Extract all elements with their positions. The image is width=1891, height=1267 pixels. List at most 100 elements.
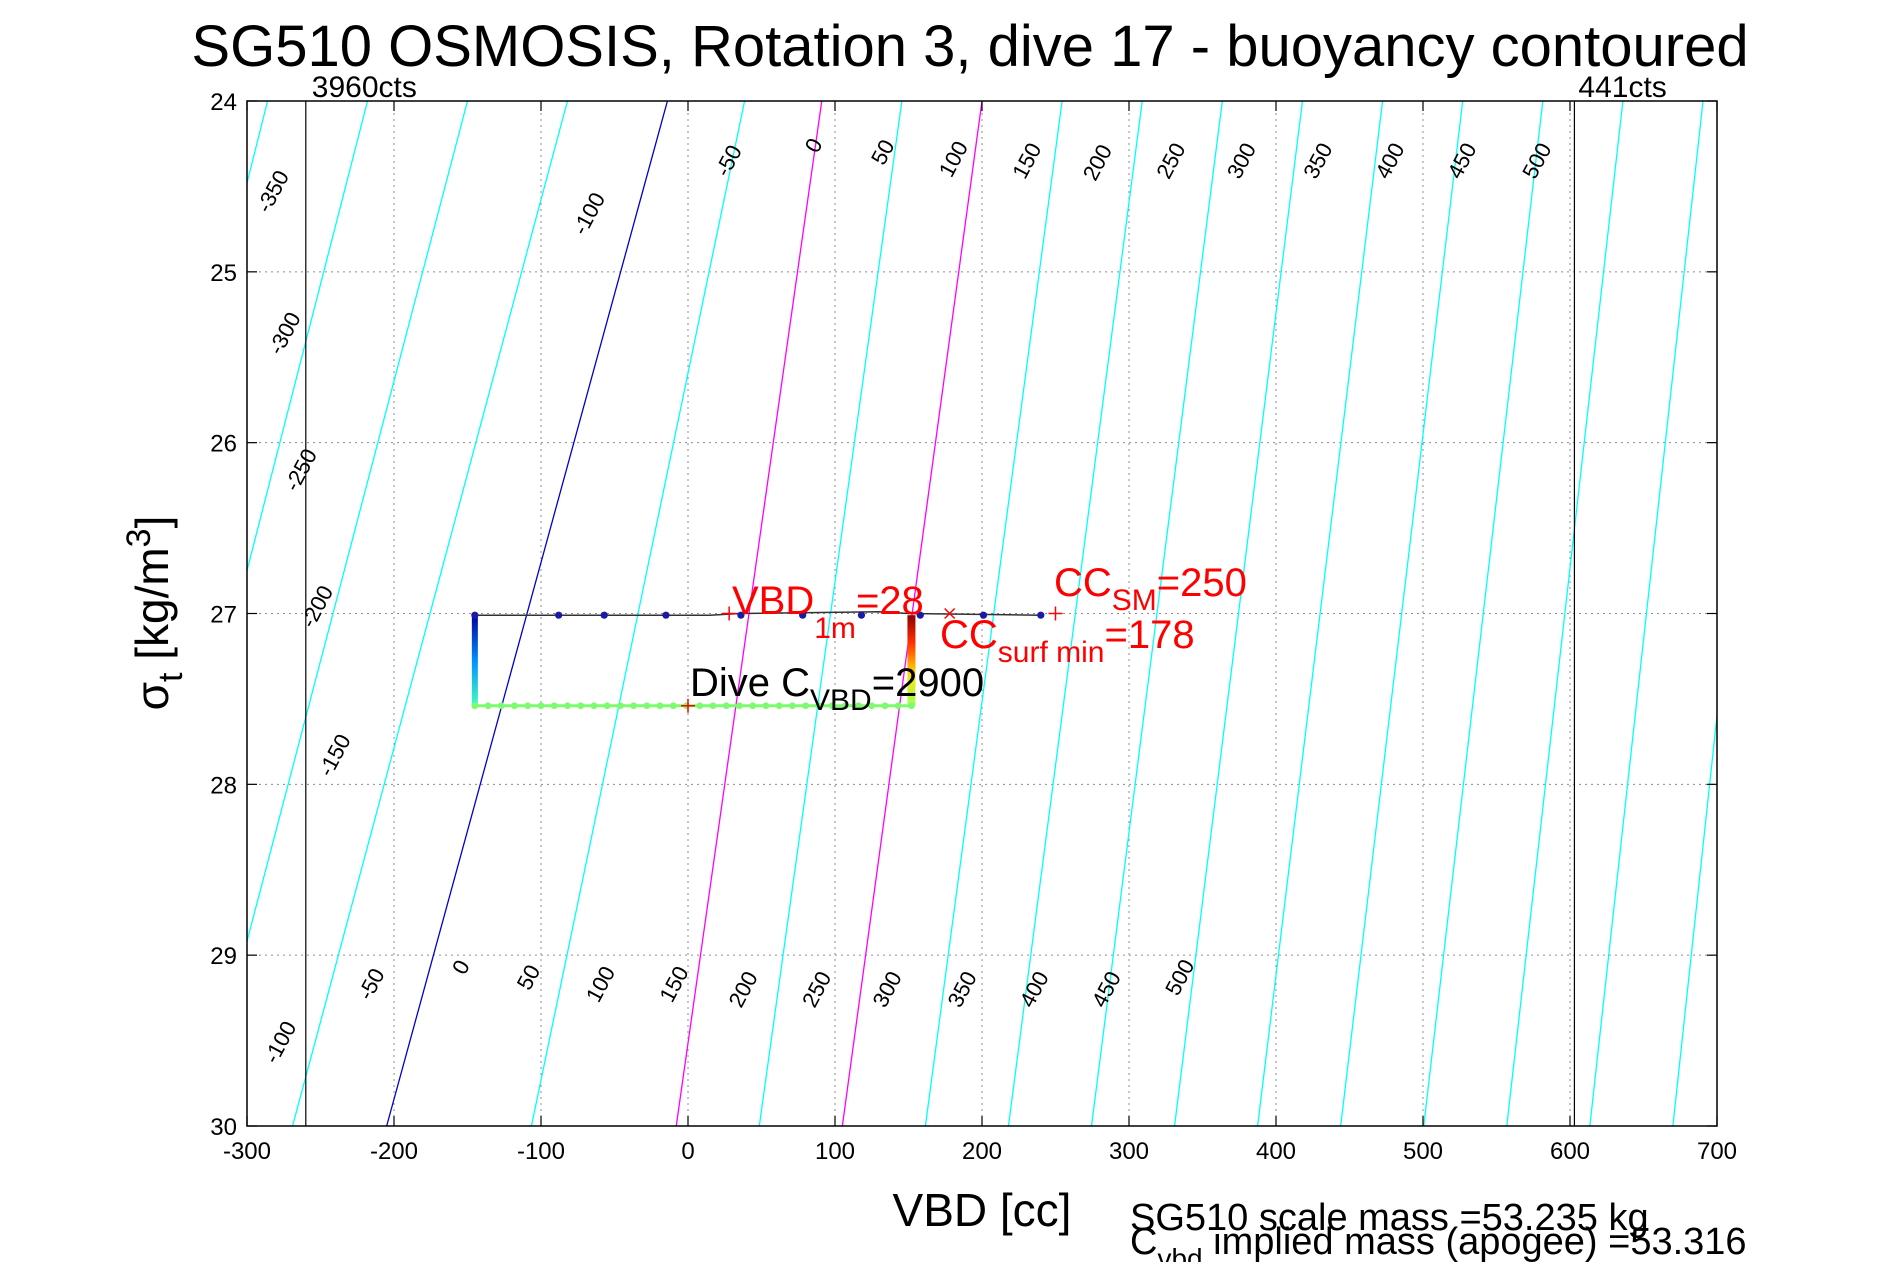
dive-c-vbd-main: Dive C xyxy=(690,661,810,705)
x-tick-label: 400 xyxy=(1256,1138,1296,1165)
contour-line-400 xyxy=(1173,101,1304,1126)
buoyancy-contours xyxy=(0,101,1891,1126)
y-tick-label: 25 xyxy=(210,260,237,287)
footer-implied-mass: Cvbd implied mass (apogee) =53.316 xyxy=(1130,1221,1747,1262)
contour-label: 200 xyxy=(723,967,762,1011)
y-tick-label: 30 xyxy=(210,1114,237,1141)
trace-point-lower xyxy=(577,702,585,710)
y-axis-label-unit: [kg/m xyxy=(126,547,178,672)
x-tick-label: 0 xyxy=(681,1138,694,1165)
count-limit-label: 3960cts xyxy=(312,71,417,104)
trace-point-lower xyxy=(630,702,638,710)
trace-point-lower xyxy=(484,702,492,710)
y-tick-label: 29 xyxy=(210,943,237,970)
contour-label: 450 xyxy=(1087,967,1126,1011)
cc-sm-main: CC xyxy=(1054,561,1112,605)
contour-label: 150 xyxy=(654,962,693,1006)
trace-point-upper xyxy=(916,611,924,619)
plus-marker xyxy=(722,606,737,621)
contour-label: 450 xyxy=(1442,139,1481,183)
trace-point-lower xyxy=(775,702,783,710)
vbd-1m-main: VBD xyxy=(732,579,814,623)
grid-lines xyxy=(247,101,1717,1126)
contour-line-750 xyxy=(1756,101,1863,1126)
chart-title: SG510 OSMOSIS, Rotation 3, dive 17 - buo… xyxy=(191,14,1748,79)
dive-c-vbd-sub: VBD xyxy=(810,684,872,717)
x-tick-label: 300 xyxy=(1109,1138,1149,1165)
contour-label: 100 xyxy=(934,137,973,181)
trace-point-lower xyxy=(564,702,571,710)
contour-line--150 xyxy=(247,101,369,574)
contour-label: 150 xyxy=(1007,139,1046,183)
trace-point-upper xyxy=(799,611,807,619)
plus-marker xyxy=(681,698,695,713)
cc-sm-sub: SM xyxy=(1112,584,1157,617)
contour-line-0 xyxy=(386,101,669,1126)
cc-sm-value: =250 xyxy=(1157,561,1247,605)
trace-point-upper xyxy=(737,611,745,619)
x-tick-label: 700 xyxy=(1697,1138,1737,1165)
contour-label: 50 xyxy=(866,135,900,168)
trace-point-lower xyxy=(855,702,862,710)
footer-scale-mass: SG510 scale mass =53.235 kg xyxy=(1130,1197,1649,1239)
contour-label: 200 xyxy=(1078,140,1117,184)
contour-label: 300 xyxy=(1222,139,1261,183)
trace-upper-line xyxy=(474,611,1041,616)
contour-line-800 xyxy=(1839,101,1891,1126)
svg-text:σt [kg/m3]: σt [kg/m3] xyxy=(120,516,190,711)
y-axis-label-close: ] xyxy=(126,516,178,529)
contour-line-150 xyxy=(758,101,903,1126)
y-axis-label: σt [kg/m3] xyxy=(120,516,190,711)
trace-point-lower xyxy=(802,702,809,710)
contour-line--300 xyxy=(0,101,68,1126)
trace-point-upper xyxy=(1037,611,1045,619)
vbd-1m-value: =28 xyxy=(856,579,924,623)
contour-label: 250 xyxy=(1151,139,1190,183)
vbd-count-limits: 3960cts 441cts xyxy=(305,71,1667,1126)
contour-label: -100 xyxy=(567,188,610,239)
dive-c-vbd-annotation: Dive CVBD=2900 xyxy=(690,661,984,717)
trace-point-lower xyxy=(471,702,479,710)
y-axis-label-superscript: 3 xyxy=(120,528,158,547)
trace-point-lower xyxy=(762,702,770,710)
trace-point-upper xyxy=(471,611,479,619)
trace-point-lower xyxy=(497,702,505,710)
cc-sm-annotation: CCSM=250 xyxy=(1054,561,1247,617)
x-tick-label: -300 xyxy=(223,1138,271,1165)
contour-label: 250 xyxy=(797,967,836,1011)
trace-point-lower xyxy=(894,702,902,710)
x-axis-label: VBD [cc] xyxy=(893,1184,1072,1236)
contour-line-550 xyxy=(1423,101,1544,1126)
contour-line-450 xyxy=(1256,101,1384,1126)
trace-point-upper xyxy=(600,611,608,619)
y-tick-label: 28 xyxy=(210,772,237,799)
contour-label: 0 xyxy=(800,134,828,157)
trace-point-lower xyxy=(868,702,876,710)
trace-point-upper xyxy=(662,611,670,619)
dive-c-vbd-value: =2900 xyxy=(872,661,984,705)
contour-label: -350 xyxy=(251,166,294,217)
contour-label: 350 xyxy=(942,967,981,1011)
contour-line-600 xyxy=(1506,101,1624,1126)
contour-line-500 xyxy=(1340,101,1464,1126)
x-tick-label: 100 xyxy=(815,1138,855,1165)
plus-marker xyxy=(1048,606,1063,621)
contour-label: 400 xyxy=(1370,139,1409,183)
cc-surf-min-annotation: CCsurf min=178 xyxy=(940,613,1195,669)
contour-label: -200 xyxy=(295,581,338,632)
cc-surf-min-value: =178 xyxy=(1104,613,1194,657)
trace-point-lower xyxy=(537,702,545,710)
vbd-1m-sub: 1m xyxy=(814,612,856,645)
annotations: VBD1m=28 CCSM=250 CCsurf min=178 Dive CV… xyxy=(690,561,1247,717)
contour-label: -150 xyxy=(313,730,356,781)
y-axis-label-subscript: t xyxy=(152,672,190,682)
count-limit-label: 441cts xyxy=(1578,71,1666,104)
reference-markers xyxy=(681,606,1063,713)
contour-label: 50 xyxy=(512,961,546,994)
footer-implied-mass-main: C xyxy=(1130,1221,1157,1262)
y-axis-label-symbol: σ xyxy=(126,682,178,710)
x-marker xyxy=(944,607,956,620)
y-tick-label: 24 xyxy=(210,89,237,116)
x-tick-label: -200 xyxy=(370,1138,418,1165)
